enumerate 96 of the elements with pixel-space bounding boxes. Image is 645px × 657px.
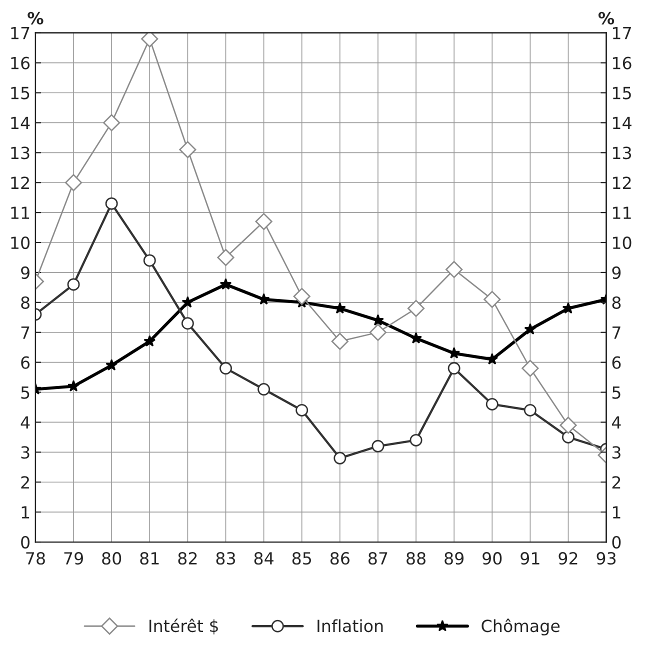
y-tick-label: 5 bbox=[21, 386, 30, 399]
y-tick-label: 8 bbox=[21, 296, 30, 309]
point bbox=[448, 347, 460, 359]
point bbox=[486, 398, 498, 410]
y-tick-label: 0 bbox=[21, 536, 30, 549]
x-tick-label: 79 bbox=[64, 552, 83, 565]
y-tick-label: 15 bbox=[11, 86, 30, 100]
point bbox=[448, 362, 460, 375]
y-tick-label: 4 bbox=[20, 416, 30, 429]
x-tick-label: 85 bbox=[292, 552, 312, 565]
point bbox=[524, 404, 536, 416]
x-tick-label: 82 bbox=[178, 552, 197, 565]
point bbox=[296, 404, 308, 416]
y2-tick-label: 10 bbox=[612, 236, 632, 250]
point bbox=[106, 359, 118, 370]
point bbox=[331, 332, 348, 350]
y2-tick-label: 14 bbox=[612, 116, 632, 130]
y-tick-label: 12 bbox=[11, 176, 29, 189]
point bbox=[181, 317, 194, 330]
y-tick-label: 17 bbox=[11, 27, 30, 40]
y-tick-label: 9 bbox=[21, 266, 30, 280]
y2-tick-label: 1 bbox=[612, 506, 620, 518]
y-tick-label: 1 bbox=[22, 506, 30, 518]
y2-tick-label: 6 bbox=[612, 356, 621, 369]
x-tick-label: 89 bbox=[444, 552, 464, 565]
point bbox=[410, 332, 422, 344]
x-tick-label: 80 bbox=[102, 552, 122, 565]
y-tick-label: 13 bbox=[11, 146, 30, 160]
y2-tick-label: 2 bbox=[612, 476, 620, 488]
point bbox=[258, 293, 270, 305]
y2-tick-label: 11 bbox=[612, 206, 631, 219]
point bbox=[486, 353, 498, 365]
point bbox=[67, 278, 80, 291]
point bbox=[143, 254, 156, 267]
point bbox=[255, 212, 272, 230]
y-axis-title: % bbox=[28, 12, 44, 25]
point bbox=[144, 335, 156, 347]
point bbox=[407, 300, 425, 317]
point bbox=[220, 278, 232, 290]
x-tick-label: 91 bbox=[520, 552, 540, 565]
point bbox=[182, 296, 194, 308]
legend-label: Inflation bbox=[318, 619, 383, 632]
y2-tick-label: 9 bbox=[612, 266, 621, 280]
point bbox=[522, 360, 539, 377]
y2-axis-title: % bbox=[598, 12, 614, 25]
x-tick-label: 78 bbox=[26, 552, 45, 565]
x-tick-label: 92 bbox=[558, 552, 578, 565]
x-tick-label: 90 bbox=[482, 552, 502, 565]
x-tick-label: 88 bbox=[406, 552, 426, 565]
y-tick-label: 14 bbox=[11, 116, 30, 130]
y2-tick-label: 13 bbox=[612, 146, 632, 160]
x-tick-label: 93 bbox=[596, 552, 616, 565]
point bbox=[293, 288, 310, 305]
point bbox=[68, 380, 80, 392]
y2-tick-label: 4 bbox=[612, 416, 621, 429]
legend-label: Chômage bbox=[482, 618, 560, 636]
x-tick-label: 81 bbox=[140, 552, 159, 565]
y2-tick-label: 12 bbox=[612, 176, 631, 189]
x-tick-label: 86 bbox=[330, 552, 350, 565]
point bbox=[484, 290, 501, 308]
point bbox=[524, 323, 536, 335]
y2-tick-label: 3 bbox=[612, 446, 620, 459]
y2-tick-label: 15 bbox=[612, 86, 631, 100]
legend-label: Intérêt $ bbox=[150, 618, 218, 634]
x-tick-label: 87 bbox=[368, 552, 388, 565]
y2-tick-label: 16 bbox=[612, 56, 632, 70]
point bbox=[410, 434, 422, 446]
y-tick-label: 16 bbox=[11, 56, 30, 70]
point bbox=[179, 141, 196, 158]
point bbox=[334, 452, 346, 464]
point bbox=[369, 324, 387, 341]
y-tick-label: 2 bbox=[21, 476, 29, 488]
y2-tick-label: 7 bbox=[612, 326, 620, 339]
y2-tick-label: 0 bbox=[612, 536, 621, 549]
y-tick-label: 6 bbox=[21, 356, 30, 369]
point bbox=[141, 32, 158, 48]
y-tick-label: 7 bbox=[21, 326, 30, 339]
point bbox=[217, 248, 234, 266]
y2-tick-label: 5 bbox=[612, 386, 620, 399]
point bbox=[446, 260, 463, 278]
point bbox=[562, 430, 574, 444]
point bbox=[103, 114, 120, 132]
y-tick-label: 10 bbox=[11, 236, 30, 250]
y2-tick-label: 8 bbox=[612, 296, 621, 309]
point bbox=[258, 383, 270, 396]
y-tick-label: 11 bbox=[11, 206, 30, 219]
point bbox=[334, 302, 346, 314]
point bbox=[105, 197, 118, 210]
point bbox=[560, 416, 577, 434]
y2-tick-label: 17 bbox=[612, 27, 631, 40]
x-tick-label: 84 bbox=[254, 552, 274, 565]
point bbox=[372, 440, 384, 452]
x-tick-label: 83 bbox=[216, 552, 236, 565]
y-tick-label: 3 bbox=[21, 446, 30, 459]
point bbox=[220, 362, 232, 375]
point bbox=[64, 174, 82, 192]
